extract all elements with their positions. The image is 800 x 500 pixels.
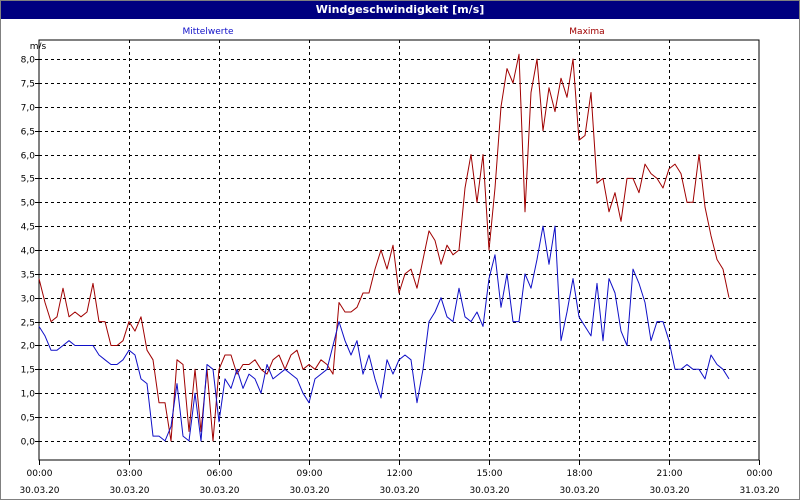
x-tick-time-label: 03:00 [117,469,143,479]
x-tick-date-label: 30.03.20 [559,486,599,496]
x-tick-date-label: 30.03.20 [289,486,329,496]
y-tick-label: 5,5 [21,175,35,185]
y-tick-label: 2,5 [21,319,35,329]
x-tick-time-label: 06:00 [207,469,233,479]
x-tick-date-label: 30.03.20 [199,486,239,496]
y-tick-label: 0,5 [21,414,35,424]
x-tick-labels: 00:00 30.03.20 03:00 30.03.20 06:00 30.03.20 0… [19,469,779,496]
x-tick-time-label: 18:00 [567,469,593,479]
x-tick-date-label: 31.03.20 [739,486,779,496]
legend-max-label: Maxima [569,27,604,37]
y-tick-label: 0,0 [21,438,36,448]
chart-title: Windgeschwindigkeit [m/s] [1,1,799,19]
x-tick-date-label: 30.03.20 [469,486,509,496]
series-mean-line [38,225,730,442]
x-tick-time-label: 15:00 [477,469,503,479]
x-tick-time-label: 12:00 [387,469,413,479]
y-tick-label: 1,5 [21,366,35,376]
y-tick-label: 5,0 [21,199,36,209]
y-tick-label: 4,0 [21,247,36,257]
y-tick-label: 2,0 [21,342,36,352]
axes [35,39,760,465]
y-tick-label: 3,0 [21,295,36,305]
grid-lines [39,40,759,460]
x-tick-date-label: 30.03.20 [649,486,689,496]
x-tick-date-label: 30.03.20 [379,486,419,496]
x-tick-time-label: 09:00 [297,469,323,479]
x-tick-time-label: 00:00 [27,469,53,479]
y-tick-label: 8,0 [21,56,36,66]
y-tick-label: 1,0 [21,390,36,400]
y-tick-label: 7,0 [21,104,36,114]
series-max-line [38,53,730,442]
y-axis-label: m/s [30,42,47,52]
y-tick-label: 4,5 [21,223,35,233]
y-tick-label: 6,0 [21,152,36,162]
x-tick-time-label: 21:00 [657,469,683,479]
y-tick-label: 6,5 [21,128,35,138]
legend-mean-label: Mittelwerte [182,27,233,37]
y-tick-label: 3,5 [21,271,35,281]
y-tick-label: 7,5 [21,80,35,90]
x-tick-time-label: 00:00 [747,469,773,479]
x-tick-date-label: 30.03.20 [109,486,149,496]
y-tick-labels: 0,0 0,5 1,0 1,5 2,0 2,5 3,0 3,5 4,0 4,5 5,0 5,5 6,0 6… [21,56,36,448]
x-tick-date-label: 30.03.20 [19,486,59,496]
series-lines [38,53,730,442]
